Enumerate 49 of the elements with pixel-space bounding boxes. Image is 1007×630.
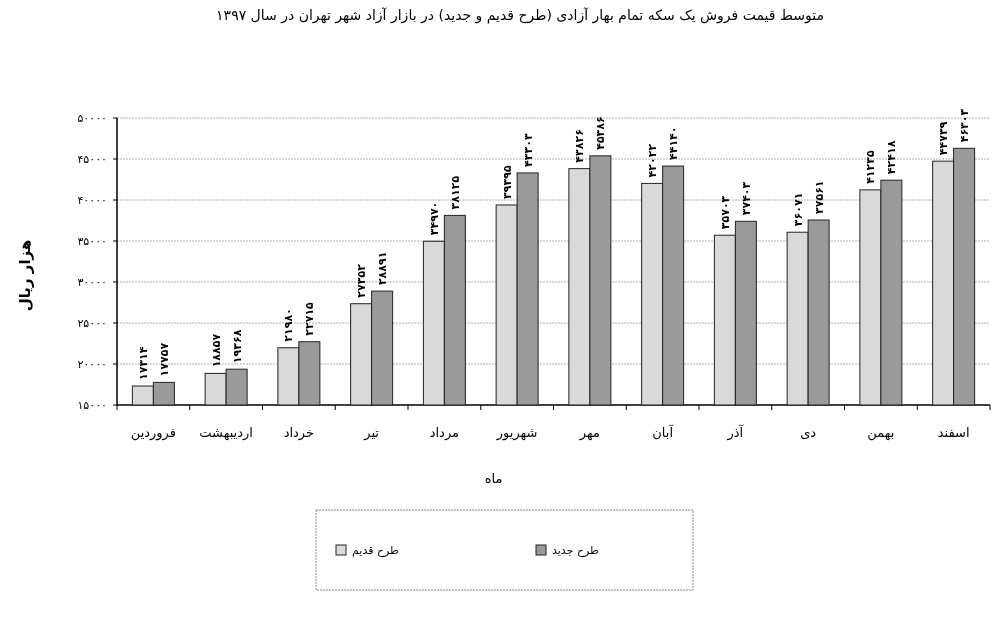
data-label: ۳۵۷۰۳ [718,195,732,230]
x-tick-label: آذر [726,424,745,441]
x-tick-label: بهمن [867,425,895,441]
data-label: ۴۲۴۱۸ [885,140,899,175]
y-tick-label: ۵۰۰۰۰ [77,112,107,125]
data-label: ۴۵۳۸۶ [594,116,608,150]
x-axis-title: ماه [484,471,503,486]
data-label: ۳۴۹۷۰ [427,201,441,236]
legend-label: طرح جدید [552,544,600,557]
y-tick-label: ۴۰۰۰۰ [77,194,107,207]
data-label: ۱۸۸۵۷ [209,333,223,368]
chart-title: متوسط قیمت فروش یک سکه تمام بهار آزادی (طرح قدیم و جدید) در بازار آزاد شهر تهران در سال ۱۳۹۷ [216,7,824,24]
data-label: ۴۳۳۰۳ [521,133,535,167]
data-label: ۱۹۳۶۸ [230,329,244,364]
data-label: ۴۴۷۳۹ [937,121,951,156]
x-tick-label: اسفند [937,425,970,440]
data-label: ۲۱۹۸۰ [282,308,296,342]
x-tick-label: دی [800,425,817,440]
y-axis-title: هزار ریال [16,239,34,312]
data-label: ۴۶۳۰۳ [958,108,972,143]
y-tick-label: ۳۵۰۰۰ [77,235,107,248]
x-tick-label: تیر [363,425,380,441]
legend-label: طرح قدیم [352,544,400,557]
x-tick-label: مهر [578,425,600,441]
data-label: ۴۱۲۳۵ [864,150,878,184]
data-label: ۳۸۱۲۵ [448,175,462,210]
y-tick-label: ۴۵۰۰۰ [77,153,107,166]
x-tick-label: فروردین [130,425,176,441]
data-label: ۴۲۰۲۲ [646,143,660,178]
data-label: ۳۶۰۷۱ [791,192,805,227]
data-label: ۴۳۸۲۶ [573,129,587,163]
data-label: ۲۲۷۱۵ [303,301,317,336]
x-tick-label: اردیبهشت [199,425,253,441]
data-label: ۴۴۱۴۰ [667,126,681,161]
x-tick-label: شهریور [495,425,538,441]
data-label: ۲۸۸۹۱ [376,251,390,286]
y-tick-label: ۱۵۰۰۰ [77,399,107,412]
data-label: ۳۷۵۶۱ [812,180,826,214]
data-label: ۱۷۷۵۷ [157,342,171,377]
data-label: ۳۹۳۹۵ [500,165,514,199]
data-label: ۳۷۴۰۳ [739,181,753,216]
y-tick-label: ۲۰۰۰۰ [77,358,107,371]
x-tick-label: آبان [652,424,675,440]
x-tick-label: مرداد [429,425,460,441]
data-label: ۲۷۳۵۲ [355,263,369,298]
y-tick-label: ۲۵۰۰۰ [77,317,107,330]
data-label: ۱۷۳۱۴ [136,346,150,381]
y-tick-label: ۳۰۰۰۰ [77,276,107,289]
x-tick-label: خرداد [283,425,315,441]
